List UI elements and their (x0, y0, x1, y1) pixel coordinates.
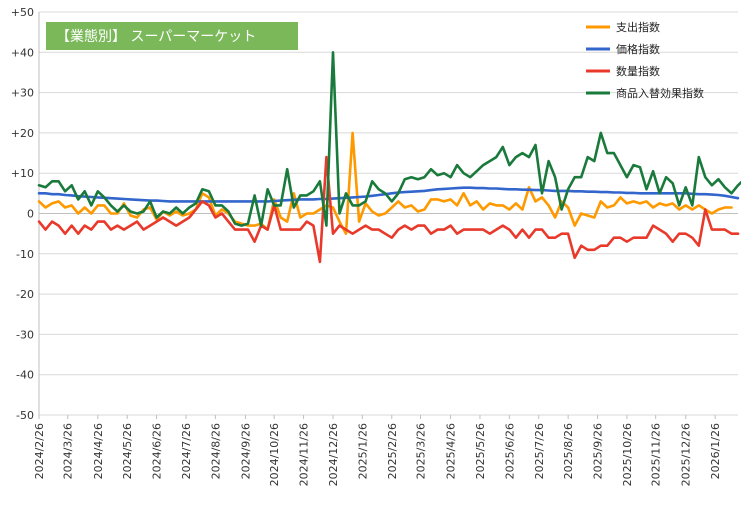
legend-label: 商品入替効果指数 (616, 86, 704, 100)
x-tick-label: 2025/8/26 (562, 423, 575, 479)
x-tick-label: 2025/1/26 (356, 423, 369, 479)
y-tick-label: -50 (16, 409, 34, 422)
y-tick-label: +50 (11, 6, 34, 19)
x-tick-label: 2026/1/26 (709, 423, 722, 479)
x-tick-label: 2025/10/26 (621, 423, 634, 486)
series-line (37, 186, 740, 203)
title-background (46, 22, 298, 50)
chart-title-box: 【業態別】 スーパーマーケット (46, 22, 298, 50)
x-tick-label: 2024/3/26 (62, 423, 75, 479)
x-tick-label: 2025/12/26 (680, 423, 693, 486)
x-tick-label: 2025/4/26 (445, 423, 458, 479)
series-line (37, 50, 741, 227)
legend-label: 支出指数 (616, 20, 660, 34)
x-tick-label: 2024/8/26 (209, 423, 222, 479)
y-tick-label: 0 (27, 208, 34, 221)
x-tick-label: 2024/10/26 (268, 423, 281, 486)
legend-label: 数量指数 (616, 64, 660, 78)
series-lines (37, 50, 741, 264)
y-tick-label: -30 (16, 328, 34, 341)
x-tick-label: 2024/12/26 (327, 423, 340, 486)
x-tick-label: 2025/9/26 (592, 423, 605, 479)
series-line (37, 155, 740, 264)
x-tick-label: 2025/6/26 (503, 423, 516, 479)
y-tick-label: -20 (16, 288, 34, 301)
x-tick-label: 2025/7/26 (533, 423, 546, 479)
x-tick-label: 2025/2/26 (386, 423, 399, 479)
x-tick-label: 2024/7/26 (180, 423, 193, 479)
x-tick-label: 2024/6/26 (151, 423, 164, 479)
y-tick-label: +10 (11, 167, 34, 180)
x-tick-label: 2025/5/26 (474, 423, 487, 479)
x-tick-label: 2024/11/26 (298, 423, 311, 486)
x-tick-label: 2024/4/26 (92, 423, 105, 479)
legend-label: 価格指数 (616, 42, 660, 56)
y-tick-label: +20 (11, 127, 34, 140)
y-tick-label: -10 (16, 248, 34, 261)
axes: -50 -40 -30 -20 -10 0 +10 +20 +30 +40 +50 2024/2/26… (11, 6, 738, 486)
y-tick-label: -40 (16, 369, 34, 382)
x-tick-label: 2025/3/26 (415, 423, 428, 479)
series-line (37, 131, 733, 235)
chart-title: 【業態別】 スーパーマーケット (56, 29, 256, 45)
x-tick-label: 2024/9/26 (239, 423, 252, 479)
x-tick-label: 2024/2/26 (33, 423, 46, 479)
y-tick-label: +30 (11, 87, 34, 100)
x-tick-label: 2025/11/26 (650, 423, 663, 486)
x-tick-label: 2024/5/26 (121, 423, 134, 479)
y-tick-label: +40 (11, 46, 34, 59)
